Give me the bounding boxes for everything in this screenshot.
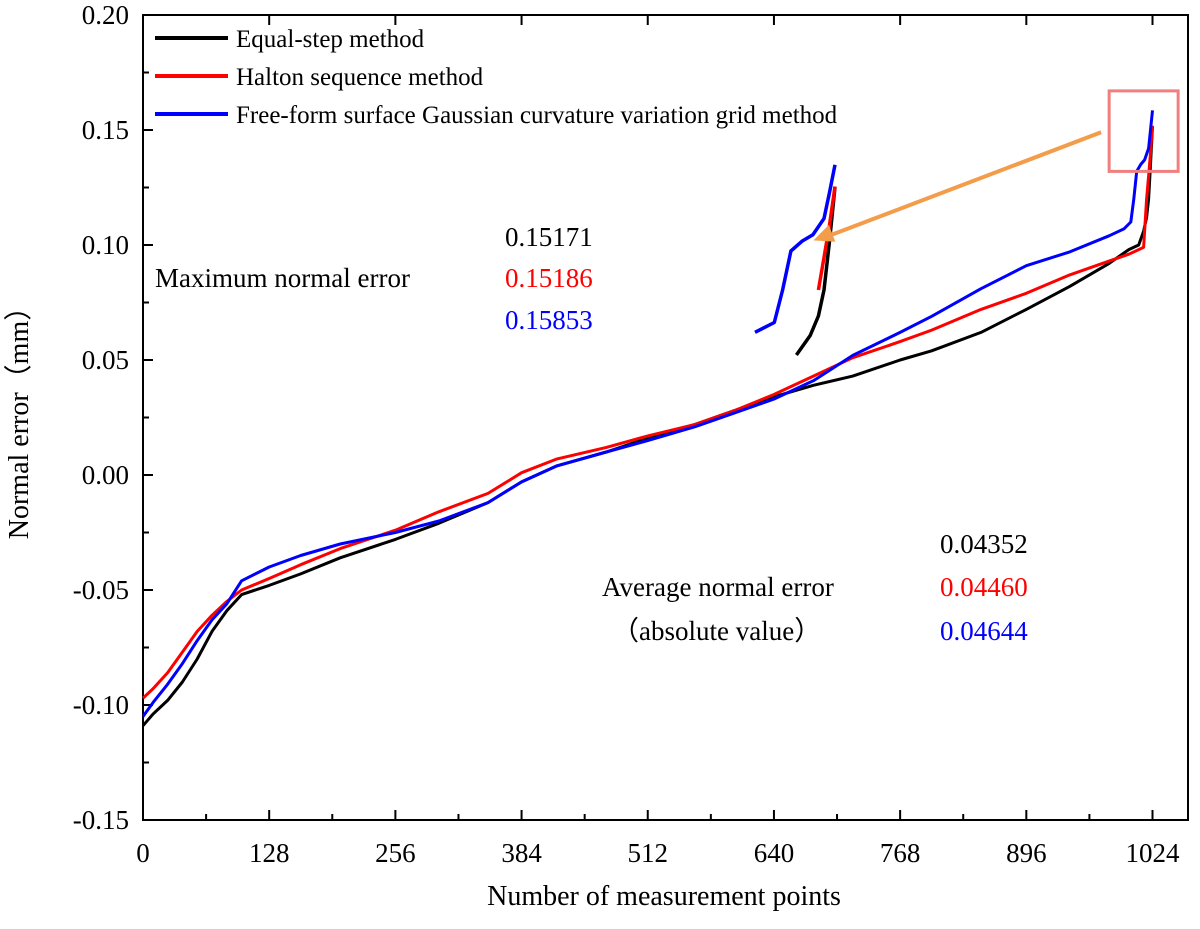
max-error-label: Maximum normal error: [155, 263, 410, 293]
legend-label-3: Free-form surface Gaussian curvature var…: [236, 102, 838, 129]
y-tick-label: 0.10: [82, 230, 129, 260]
zoom-arrow-head: [813, 224, 836, 242]
zoom-series-line-3: [754, 164, 837, 334]
zoom-arrow-shaft: [826, 130, 1102, 239]
zoom-inset: [754, 89, 1180, 357]
x-tick-label: 1024: [1126, 838, 1181, 868]
avg-error-value-halton: 0.04460: [940, 572, 1028, 602]
avg-error-value-equal-step: 0.04352: [940, 529, 1028, 559]
axes: 0 128 256 384 512 640 768 896 1024 -0.15 -0.10 -0.0…: [73, 0, 1189, 868]
x-tick-label: 0: [136, 838, 150, 868]
x-tick-label: 384: [501, 838, 542, 868]
avg-error-value-gaussian: 0.04644: [940, 616, 1028, 646]
avg-error-sublabel: （absolute value）: [612, 616, 821, 646]
x-tick-label: 640: [754, 838, 795, 868]
x-tick-label: 896: [1006, 838, 1047, 868]
series-line-3: [141, 110, 1154, 718]
plot-frame: [142, 14, 1189, 821]
avg-error-label: Average normal error: [602, 572, 834, 602]
series-line-2: [141, 125, 1154, 700]
avg-error-annotation: Average normal error （absolute value） 0.…: [602, 529, 1028, 646]
legend-label-2: Halton sequence method: [236, 64, 484, 91]
zoom-series-line-1: [794, 186, 837, 357]
zoom-box: [1107, 89, 1180, 173]
y-axis-title: Normal error（mm）: [3, 293, 35, 540]
y-tick-label: 0.05: [82, 345, 129, 375]
max-error-value-equal-step: 0.15171: [505, 222, 593, 252]
max-error-value-gaussian: 0.15853: [505, 305, 593, 335]
y-tick-label: -0.10: [73, 690, 129, 720]
x-axis-title: Number of measurement points: [487, 881, 841, 912]
y-tick-label: -0.15: [73, 805, 129, 835]
legend-label-1: Equal-step method: [236, 26, 425, 53]
legend: Equal-step method Halton sequence method F…: [155, 26, 838, 129]
x-tick-label: 256: [375, 838, 416, 868]
max-error-value-halton: 0.15186: [505, 263, 593, 293]
x-tick-label: 128: [249, 838, 290, 868]
y-tick-label: 0.20: [82, 0, 129, 30]
x-tick-label: 512: [628, 838, 669, 868]
max-error-annotation: Maximum normal error 0.15171 0.15186 0.1…: [155, 222, 593, 335]
y-tick-label: 0.15: [82, 115, 129, 145]
x-tick-label: 768: [880, 838, 921, 868]
series-layer: [141, 110, 1154, 727]
y-tick-label: 0.00: [82, 460, 129, 490]
y-tick-label: -0.05: [73, 575, 129, 605]
